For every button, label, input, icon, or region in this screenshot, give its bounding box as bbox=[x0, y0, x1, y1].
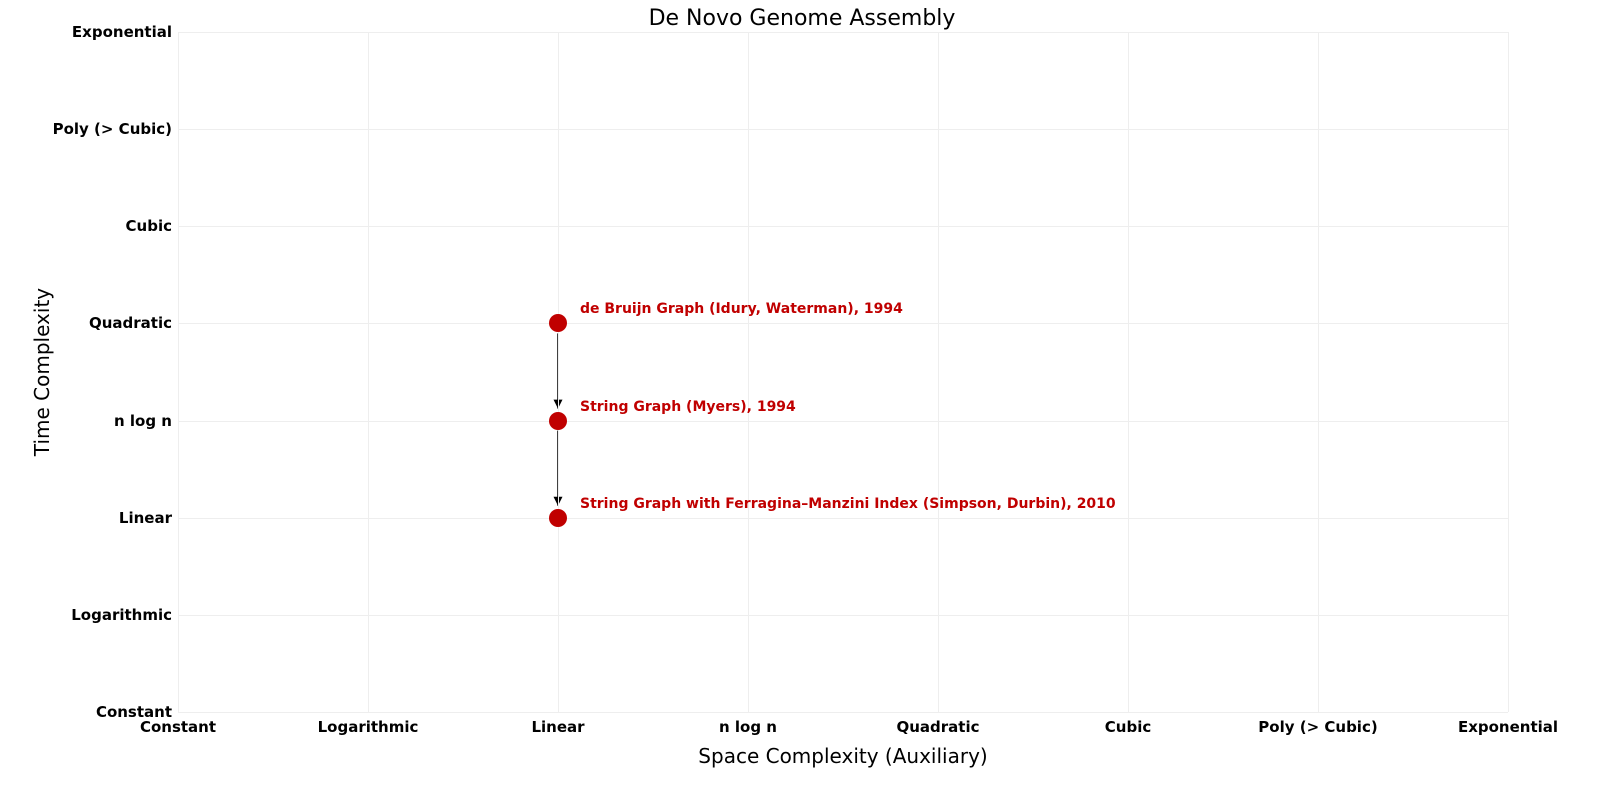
gridline-h bbox=[178, 226, 1508, 227]
x-tick-label: Quadratic bbox=[896, 718, 979, 736]
data-point-label: de Bruijn Graph (Idury, Waterman), 1994 bbox=[580, 301, 903, 317]
x-tick-label: Exponential bbox=[1458, 718, 1558, 736]
gridline-v bbox=[1508, 32, 1509, 712]
x-tick-label: Poly (> Cubic) bbox=[1258, 718, 1377, 736]
x-tick-label: Cubic bbox=[1105, 718, 1151, 736]
plot-area: de Bruijn Graph (Idury, Waterman), 1994 S… bbox=[178, 32, 1508, 712]
gridline-h bbox=[178, 32, 1508, 33]
y-tick-label: Logarithmic bbox=[71, 606, 172, 624]
gridline-h bbox=[178, 518, 1508, 519]
y-tick-label: Linear bbox=[119, 509, 172, 527]
arrows-layer bbox=[178, 32, 1508, 712]
gridline-v bbox=[1318, 32, 1319, 712]
y-tick-label: Cubic bbox=[126, 217, 172, 235]
data-point-label: String Graph (Myers), 1994 bbox=[580, 399, 796, 415]
x-tick-label: Logarithmic bbox=[318, 718, 419, 736]
data-point bbox=[549, 509, 567, 527]
x-axis-label: Space Complexity (Auxiliary) bbox=[698, 744, 987, 768]
data-point bbox=[549, 314, 567, 332]
y-axis-label: Time Complexity bbox=[30, 288, 54, 456]
chart-title: De Novo Genome Assembly bbox=[0, 6, 1604, 31]
y-tick-label: Exponential bbox=[72, 23, 172, 41]
gridline-h bbox=[178, 421, 1508, 422]
gridline-h bbox=[178, 129, 1508, 130]
gridline-v bbox=[1128, 32, 1129, 712]
gridline-v bbox=[368, 32, 369, 712]
data-point bbox=[549, 412, 567, 430]
gridline-v bbox=[178, 32, 179, 712]
x-tick-label: Constant bbox=[140, 718, 216, 736]
x-tick-label: n log n bbox=[719, 718, 777, 736]
y-tick-label: Poly (> Cubic) bbox=[53, 120, 172, 138]
y-tick-label: Quadratic bbox=[89, 314, 172, 332]
gridline-h bbox=[178, 323, 1508, 324]
x-tick-label: Linear bbox=[531, 718, 584, 736]
gridline-h bbox=[178, 712, 1508, 713]
y-tick-label: n log n bbox=[114, 412, 172, 430]
chart-figure: De Novo Genome Assembly Time Complexity … bbox=[0, 0, 1604, 794]
gridline-v bbox=[938, 32, 939, 712]
gridline-v bbox=[748, 32, 749, 712]
gridline-h bbox=[178, 615, 1508, 616]
data-point-label: String Graph with Ferragina–Manzini Inde… bbox=[580, 496, 1116, 512]
gridline-v bbox=[558, 32, 559, 712]
